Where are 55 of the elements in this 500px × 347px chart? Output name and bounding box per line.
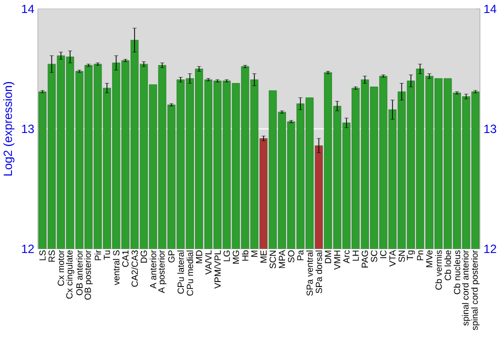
x-tick-label: Arc <box>343 250 350 264</box>
y-tick-label: 12 <box>22 244 34 253</box>
x-tick-label: CA1 <box>122 250 129 267</box>
x-tick-label: DM <box>324 250 332 264</box>
x-tick-label: VMH <box>334 250 340 270</box>
x-tick-label: Pn <box>417 250 424 260</box>
x-tick-label: VPM/VPL <box>214 250 221 289</box>
x-tick-label: Pir <box>94 250 101 260</box>
x-tick-label: IC <box>380 250 386 258</box>
x-tick-label: Cb nucleus <box>454 250 460 294</box>
x-tick-label: DG <box>140 250 147 263</box>
y2-tick-label: 14 <box>484 4 496 14</box>
x-tick-label: ME <box>260 250 267 263</box>
y-axis-title: Log2 (expression) <box>3 82 14 176</box>
x-tick-label: M <box>251 250 258 257</box>
x-tick-label: Pa <box>297 250 304 260</box>
x-tick-label: ventral S <box>112 250 120 286</box>
x-tick-label: A anterior <box>150 250 156 289</box>
y-tick-label: 14 <box>22 4 34 14</box>
x-tick-label: VA/VL <box>205 250 212 275</box>
x-tick-label: SCN <box>270 250 276 268</box>
x-tick-label: MVe <box>426 250 432 268</box>
x-tick-label: Hb <box>242 250 248 261</box>
x-tick-label: Cb lobe <box>444 250 452 280</box>
x-tick-label: SPa ventral <box>306 250 313 296</box>
x-tick-label: CPu lateral <box>177 250 184 294</box>
x-tick-label: OB anterior <box>76 250 83 296</box>
x-tick-label: CA2/CA3 <box>131 250 138 287</box>
x-tick-label: MG <box>232 250 240 264</box>
x-tick-label: Tg <box>406 250 415 260</box>
x-tick-label: LG <box>224 250 230 262</box>
x-tick-label: GP <box>168 250 175 262</box>
x-tick-label: RS <box>48 250 55 262</box>
x-tick-label: Cx motor <box>58 250 64 286</box>
x-tick-label: MPA <box>278 250 286 268</box>
x-tick-label: SN <box>398 250 405 262</box>
x-tick-label: A posterior <box>158 250 166 294</box>
x-tick-label: LH <box>352 250 359 261</box>
x-tick-label: spinal cord posterior <box>471 250 480 330</box>
x-tick-label: Cb vermis <box>435 250 442 290</box>
x-tick-label: Tu <box>104 250 110 260</box>
x-tick-label: SO <box>288 250 294 263</box>
x-tick-label: MD <box>196 250 202 264</box>
x-tick-label: PAG <box>362 250 368 268</box>
x-tick-label: spinal cord anterior <box>462 250 470 326</box>
x-tick-label: VTA <box>389 250 396 267</box>
x-tick-label: SC <box>370 250 378 262</box>
y2-tick-label: 13 <box>484 124 496 134</box>
x-tick-label: OB posterior <box>84 250 93 300</box>
x-tick-label: Cx cingulate <box>66 250 74 299</box>
y2-tick-label: 12 <box>484 244 496 253</box>
x-tick-label: LS <box>39 250 46 260</box>
x-tick-label: CPu medial <box>186 250 194 296</box>
y-tick-label: 13 <box>22 124 34 134</box>
x-tick-label: SPa dorsal <box>316 250 322 294</box>
